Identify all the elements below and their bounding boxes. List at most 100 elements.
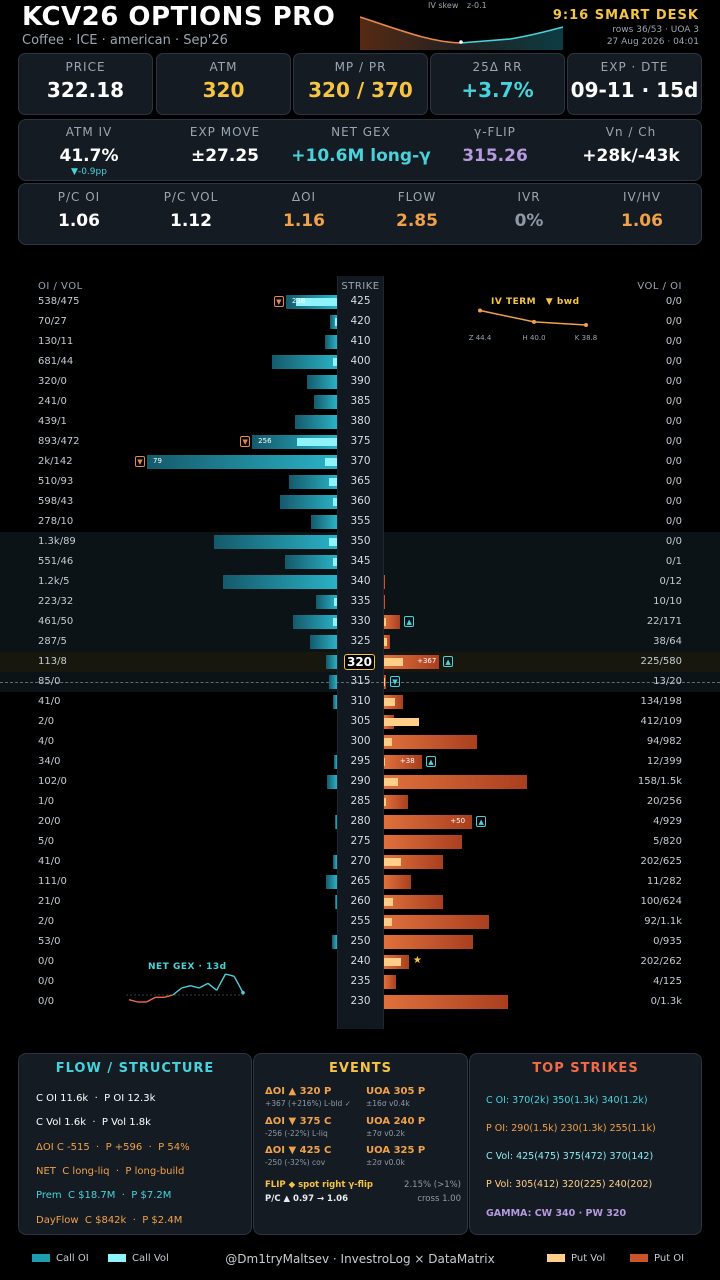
put-vol-oi-label: 0/12 xyxy=(659,576,682,587)
call-oi-vol-label: 510/93 xyxy=(38,476,74,487)
uoa-star-icon: ★ xyxy=(412,955,422,966)
put-oi-change-note: +50 xyxy=(450,817,466,825)
put-oi-bar xyxy=(384,795,409,809)
event-oi-2-head: ΔOI ▼ 375 C xyxy=(265,1116,332,1127)
strike-label: 295 xyxy=(350,755,371,767)
call-vol-swatch xyxy=(108,1254,126,1262)
call-oi-bar xyxy=(335,895,337,909)
call-oi-change-marker: ▼ xyxy=(135,456,145,467)
event-uoa-1-head: UOA 305 P xyxy=(366,1086,426,1097)
call-oi-bar xyxy=(288,475,337,489)
put-oi-swatch xyxy=(630,1254,648,1262)
ivr-value: 0% xyxy=(514,211,544,231)
strike-label: 330 xyxy=(350,615,371,627)
call-oi-bar xyxy=(326,655,337,669)
mp-pr-value: 320 / 370 xyxy=(308,78,413,102)
pc-vol-value: 1.12 xyxy=(170,211,212,231)
call-oi-bar xyxy=(333,855,337,869)
price-label: PRICE xyxy=(65,60,106,74)
event-uoa-1-sub: ±16σ v0.4k xyxy=(366,1099,410,1108)
put-oi-bar xyxy=(384,915,489,929)
call-oi-bar xyxy=(147,455,337,469)
strike-label: 240 xyxy=(350,955,371,967)
call-oi-bar xyxy=(223,575,337,589)
iv-term-tick-label: K 38.8 xyxy=(575,334,597,342)
put-vol-oi-label: 0/0 xyxy=(665,536,682,547)
put-vol-oi-label: 94/982 xyxy=(646,736,682,747)
ivr-stat: IVR 0% xyxy=(464,190,594,231)
ivr-label: IVR xyxy=(517,190,541,204)
strike-label: 250 xyxy=(350,935,371,947)
net-gex-last-point xyxy=(241,990,245,995)
call-oi-vol-label: 113/8 xyxy=(38,656,67,667)
strike-label: 320 xyxy=(344,654,375,670)
call-vol-bar xyxy=(334,318,337,326)
put-vol-bar xyxy=(384,758,386,766)
put-vol-oi-label: 11/282 xyxy=(646,876,682,887)
strike-label: 325 xyxy=(350,635,371,647)
flip-pct: 2.15% (>1%) xyxy=(404,1180,461,1190)
put-vol-bar xyxy=(384,898,393,906)
gamma-walls: GAMMA: CW 340 · PW 320 xyxy=(486,1208,627,1219)
call-oi-vol-label: 0/0 xyxy=(38,956,55,967)
atm-iv-label: ATM IV xyxy=(65,125,113,139)
put-vol-oi-label: 38/64 xyxy=(653,636,682,647)
rr-card: 25Δ RR +3.7% xyxy=(430,53,565,115)
strike-column xyxy=(337,276,384,1029)
call-oi-vol-label: 439/1 xyxy=(38,416,67,427)
event-oi-3[interactable]: ΔOI ▼ 425 C -250 (-32%) cov xyxy=(265,1145,331,1167)
put-vol-oi-label: 412/109 xyxy=(640,716,682,727)
vol-oi-header: VOL / OI xyxy=(637,281,682,292)
strike-label: 230 xyxy=(350,995,371,1007)
put-vol-oi-label: 0/0 xyxy=(665,396,682,407)
call-oi-bar xyxy=(333,755,337,769)
call-oi-vol-label: 41/0 xyxy=(38,856,61,867)
call-vol-legend-label: Call Vol xyxy=(132,1253,169,1264)
event-oi-1[interactable]: ΔOI ▲ 320 P +367 (+216%) L-bld ✓ xyxy=(265,1086,351,1108)
call-vol-bar xyxy=(332,618,337,626)
flow-structure-title: FLOW / STRUCTURE xyxy=(55,1061,215,1076)
footer-credit[interactable]: @Dm1tryMaltsev · InvestroLog × DataMatri… xyxy=(225,1252,495,1266)
strike-label: 300 xyxy=(350,735,371,747)
flow-structure-panel: FLOW / STRUCTURE xyxy=(18,1053,252,1235)
put-vol-oi-label: 0/0 xyxy=(665,496,682,507)
call-vol-bar xyxy=(333,558,337,566)
call-oi-bar xyxy=(295,415,337,429)
top-put-vol: P Vol: 305(412) 320(225) 240(202) xyxy=(486,1179,653,1190)
strike-label: 255 xyxy=(350,915,371,927)
call-oi-vol-label: 241/0 xyxy=(38,396,67,407)
put-vol-oi-label: 0/0 xyxy=(665,456,682,467)
rr-value: +3.7% xyxy=(461,78,534,102)
put-oi-change-note: +38 xyxy=(399,757,415,765)
strike-label: 385 xyxy=(350,395,371,407)
pc-oi-value: 1.06 xyxy=(58,211,100,231)
call-oi-vol-label: 1.2k/5 xyxy=(38,576,70,587)
vol-gamma-panel xyxy=(18,119,702,181)
call-oi-bar xyxy=(335,815,337,829)
event-uoa-3[interactable]: UOA 325 P ±2σ v0.0k xyxy=(366,1145,425,1167)
call-oi-vol-label: 598/43 xyxy=(38,496,74,507)
call-oi-bar xyxy=(309,635,337,649)
call-vol-bar xyxy=(333,498,337,506)
call-oi-vol-label: 1.3k/89 xyxy=(38,536,76,547)
call-oi-bar xyxy=(280,495,337,509)
event-uoa-1[interactable]: UOA 305 P ±16σ v0.4k xyxy=(366,1086,425,1108)
put-vol-oi-label: 92/1.1k xyxy=(644,916,682,927)
event-oi-2[interactable]: ΔOI ▼ 375 C -256 (-22%) L-liq xyxy=(265,1116,331,1138)
call-oi-vol-label: 85/0 xyxy=(38,676,61,687)
net-gex-label: NET GEX xyxy=(331,125,391,139)
flow-line: NET C long-liq · P long-build xyxy=(36,1166,185,1177)
put-vol-bar xyxy=(384,778,398,786)
net-gex-title: NET GEX · 13d xyxy=(148,962,227,972)
put-oi-change-note: +367 xyxy=(417,657,437,665)
legend-call-oi: Call OI xyxy=(32,1253,89,1264)
put-vol-oi-label: 0/0 xyxy=(665,316,682,327)
gamma-flip-line xyxy=(0,682,720,683)
net-gex-segment xyxy=(146,996,156,1003)
event-uoa-3-head: UOA 325 P xyxy=(366,1145,426,1156)
mp-pr-card: MP / PR 320 / 370 xyxy=(293,53,428,115)
event-uoa-2[interactable]: UOA 240 P ±7σ v0.2k xyxy=(366,1116,425,1138)
legend-put-oi: Put OI xyxy=(630,1253,684,1264)
call-vol-bar xyxy=(329,478,337,486)
meta-rows: rows 36/53 · UOA 3 xyxy=(612,25,699,35)
